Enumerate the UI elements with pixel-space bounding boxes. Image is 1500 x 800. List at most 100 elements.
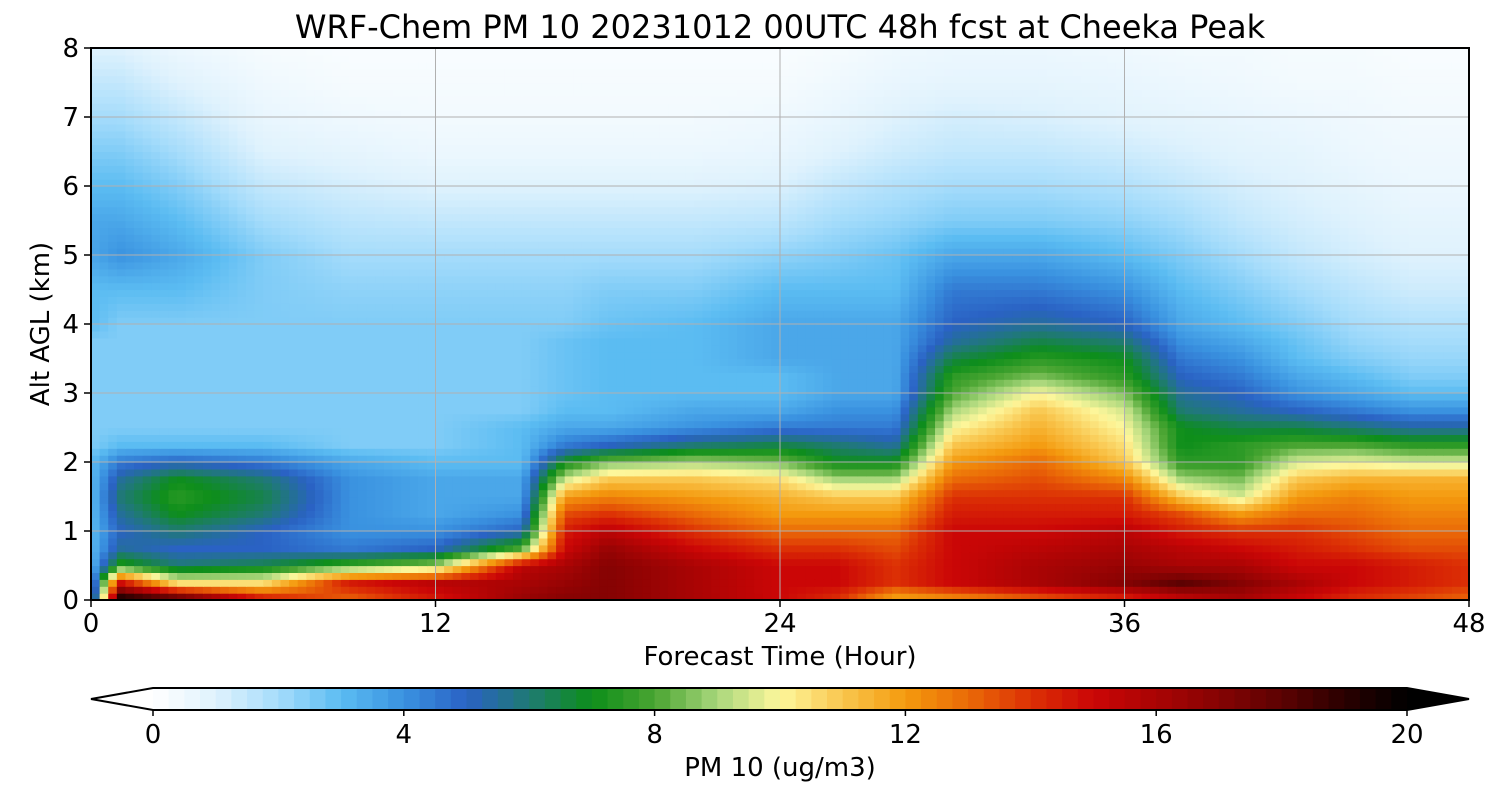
heat-cell <box>702 399 712 408</box>
heat-cell <box>538 434 549 442</box>
heat-cell <box>573 468 583 477</box>
heat-cell <box>99 503 109 511</box>
heat-cell <box>263 593 273 600</box>
heat-cell <box>900 434 910 442</box>
heat-cell <box>1365 462 1375 470</box>
heat-cell <box>978 558 988 567</box>
heat-cell <box>237 455 247 463</box>
heat-cell <box>1029 572 1039 580</box>
heat-cell <box>177 399 187 408</box>
heat-cell <box>599 586 609 594</box>
heat-cell <box>435 399 445 408</box>
heat-cell <box>1348 558 1358 567</box>
heat-cell <box>194 399 204 408</box>
heat-cell <box>642 482 652 491</box>
heat-cell <box>1253 496 1263 504</box>
heat-cell <box>1322 531 1332 539</box>
heat-cell <box>1133 455 1143 463</box>
heat-cell <box>1348 517 1358 525</box>
heat-cell <box>1305 551 1315 560</box>
heat-cell <box>668 489 678 498</box>
heat-cell <box>702 551 712 560</box>
heat-cell <box>1417 544 1427 553</box>
heat-cell <box>306 413 316 422</box>
heat-cell <box>142 524 152 532</box>
heat-cell <box>1374 517 1384 525</box>
heat-cell <box>978 393 988 401</box>
heat-cell <box>814 386 824 394</box>
heat-cell <box>332 558 342 567</box>
heat-cell <box>1150 399 1160 408</box>
heat-cell <box>995 468 1005 477</box>
heat-cell <box>1408 406 1418 415</box>
heat-cell <box>702 468 712 477</box>
heat-cell <box>857 503 867 511</box>
heat-cell <box>237 468 247 477</box>
heat-cell <box>693 503 704 511</box>
heat-cell <box>1339 413 1350 422</box>
heat-cell <box>564 524 574 532</box>
heat-cell <box>1219 468 1229 477</box>
heat-cell <box>711 413 721 422</box>
heat-cell <box>1339 503 1350 511</box>
heat-cell <box>340 489 350 498</box>
heat-cell <box>177 544 187 553</box>
heat-cell <box>1003 462 1014 470</box>
heat-cell <box>1202 572 1212 580</box>
heat-cell <box>228 565 239 573</box>
heat-cell <box>538 537 549 546</box>
heat-cell <box>418 420 428 429</box>
heat-cell <box>960 579 971 587</box>
heat-cell <box>1322 579 1332 587</box>
heat-cell <box>676 406 686 415</box>
heat-cell <box>1167 406 1177 415</box>
heat-cell <box>1012 510 1022 518</box>
heat-cell <box>1313 462 1324 470</box>
heat-cell <box>891 551 902 560</box>
heat-cell <box>332 503 342 511</box>
heat-cell <box>1339 496 1350 504</box>
heat-cell <box>99 434 109 442</box>
heat-cell <box>986 448 996 456</box>
heat-cell <box>1141 531 1151 539</box>
heat-cell <box>771 524 781 532</box>
heat-cell <box>874 524 884 532</box>
heat-cell <box>1219 399 1229 408</box>
heat-cell <box>1382 572 1393 580</box>
heat-cell <box>1038 448 1048 456</box>
heat-cell <box>762 489 772 498</box>
heat-cell <box>495 593 505 600</box>
heat-cell <box>1107 531 1117 539</box>
heat-cell <box>1400 586 1410 594</box>
heat-cell <box>1460 475 1469 484</box>
heat-cell <box>1443 406 1453 415</box>
heat-cell <box>1141 593 1151 600</box>
heat-cell <box>254 551 264 560</box>
heat-cell <box>99 537 109 546</box>
heat-cell <box>728 586 738 594</box>
heat-cell <box>1055 482 1065 491</box>
heat-cell <box>1158 448 1169 456</box>
heat-cell <box>357 386 368 394</box>
heat-cell <box>831 551 841 560</box>
heat-cell <box>220 386 230 394</box>
heat-cell <box>891 572 902 580</box>
heat-cell <box>883 524 893 532</box>
heat-cell <box>1202 510 1212 518</box>
heat-cell <box>900 482 910 491</box>
heat-cell <box>874 503 884 511</box>
heat-cell <box>1210 482 1220 491</box>
heat-cell <box>1262 482 1272 491</box>
heat-cell <box>357 379 368 387</box>
heat-cell <box>780 434 790 442</box>
heat-cell <box>237 558 247 567</box>
heat-cell <box>848 455 859 463</box>
heat-cell <box>1202 468 1212 477</box>
heat-cell <box>366 448 376 456</box>
heat-cell <box>401 393 411 401</box>
heat-cell <box>728 565 738 573</box>
heat-cell <box>1425 503 1436 511</box>
heat-cell <box>848 427 859 435</box>
heat-cell <box>573 510 583 518</box>
heat-cell <box>1141 386 1151 394</box>
